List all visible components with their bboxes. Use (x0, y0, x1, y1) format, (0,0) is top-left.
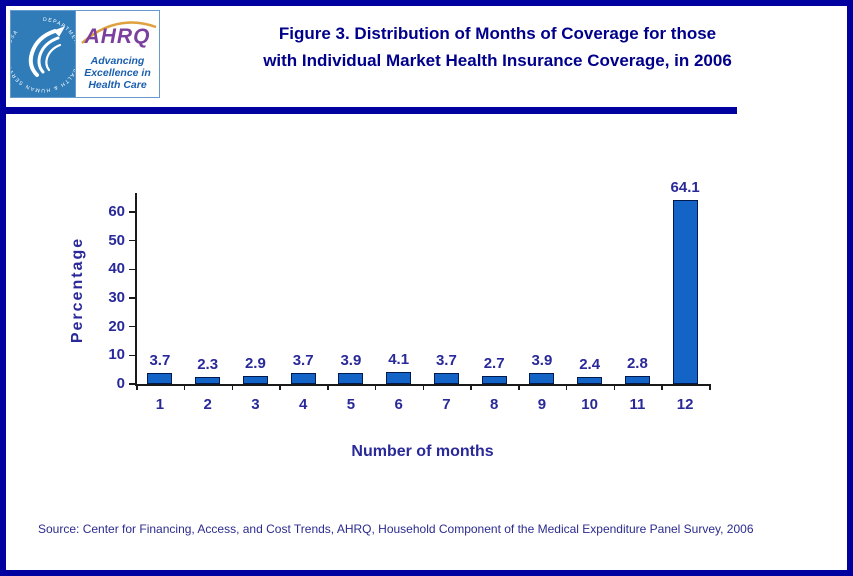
y-tick-mark (129, 268, 136, 271)
bar-value-label: 2.3 (197, 356, 219, 374)
y-tick-label: 20 (108, 317, 125, 335)
x-tick-mark (613, 384, 615, 390)
page-title-line2: with Individual Market Health Insurance … (263, 51, 732, 70)
y-tick-mark (129, 239, 136, 242)
bar (624, 375, 650, 384)
x-category-label: 9 (537, 396, 547, 413)
bar-value-label: 2.4 (579, 356, 601, 374)
bar (672, 200, 698, 384)
y-tick-label: 50 (108, 231, 125, 249)
y-tick-label: 10 (108, 346, 125, 364)
x-category-label: 6 (394, 396, 403, 413)
x-tick-mark (136, 384, 138, 390)
page-title: Figure 3. Distribution of Months of Cove… (160, 20, 835, 74)
bar-value-label: 2.7 (483, 355, 505, 373)
x-category-label: 8 (489, 396, 499, 413)
y-tick-label: 60 (108, 203, 125, 220)
bar-value-label: 3.9 (340, 351, 362, 369)
x-tick-mark (518, 384, 520, 390)
bar (290, 373, 316, 384)
x-category-label: 1 (155, 396, 165, 413)
bar (386, 372, 412, 384)
x-tick-mark (183, 384, 186, 390)
x-category-label: 4 (298, 396, 308, 413)
bar-value-label: 3.7 (292, 352, 314, 370)
bar-chart: Percentage Number of months 0 10 20 30 40 50 6… (6, 6, 847, 570)
bar-value-label: 2.8 (626, 354, 648, 372)
x-category-label: 5 (346, 396, 356, 413)
bar-value-label: 64.1 (670, 179, 700, 197)
y-tick-label: 30 (108, 289, 125, 306)
x-tick-mark (422, 384, 424, 390)
y-tick-mark (129, 211, 136, 213)
bar-value-label: 3.7 (149, 352, 171, 370)
bar (433, 373, 459, 384)
source-note: Source: Center for Financing, Access, an… (38, 522, 754, 536)
bar (147, 373, 173, 384)
x-tick-mark (470, 384, 472, 390)
hhs-seal-icon: DEPARTMENT OF HEALTH & HUMAN SERVICES · … (11, 11, 75, 97)
bar (242, 375, 268, 384)
bar (195, 377, 221, 384)
x-axis-title: Number of months (351, 443, 494, 460)
x-category-label: 11 (629, 396, 646, 413)
y-tick-mark (129, 297, 136, 299)
ahrq-logo: DEPARTMENT OF HEALTH & HUMAN SERVICES · … (10, 10, 160, 98)
x-tick-mark (661, 384, 663, 390)
y-axis-line (135, 193, 137, 385)
ahrq-wordmark: AHRQ (84, 25, 151, 48)
hhs-eagle-icon (28, 26, 66, 77)
header-divider-bar (6, 107, 737, 114)
x-tick-mark (327, 384, 329, 390)
x-tick-mark (709, 384, 711, 390)
x-tick-mark (374, 384, 377, 390)
x-category-label: 10 (581, 396, 598, 413)
x-tick-mark (565, 384, 568, 390)
x-category-label: 3 (251, 396, 260, 413)
x-category-label: 2 (203, 396, 212, 413)
y-tick-label: 40 (108, 260, 125, 278)
bar (577, 377, 603, 384)
page-title-line1: Figure 3. Distribution of Months of Cove… (278, 24, 717, 43)
x-category-label: 12 (676, 396, 694, 413)
x-category-label: 7 (442, 396, 451, 413)
ahrq-logo-panel: AHRQ Advancing Excellence in Health Care (75, 11, 159, 97)
y-axis-title: Percentage (69, 236, 86, 344)
bar (338, 372, 364, 384)
y-tick-label: 0 (116, 375, 125, 392)
ahrq-tagline: Advancing Excellence in Health Care (84, 55, 151, 91)
y-tick-mark (129, 325, 136, 328)
bar-value-label: 3.9 (531, 351, 553, 369)
y-tick-mark (129, 383, 136, 385)
bar-value-label: 4.1 (388, 351, 410, 369)
ahrq-swoosh-icon (81, 21, 157, 44)
y-tick-mark (129, 354, 136, 357)
x-tick-mark (279, 384, 281, 390)
bar (481, 376, 507, 384)
bar (529, 372, 555, 384)
bar-value-label: 2.9 (244, 354, 266, 372)
x-tick-mark (231, 384, 233, 390)
bar-value-label: 3.7 (435, 352, 457, 370)
